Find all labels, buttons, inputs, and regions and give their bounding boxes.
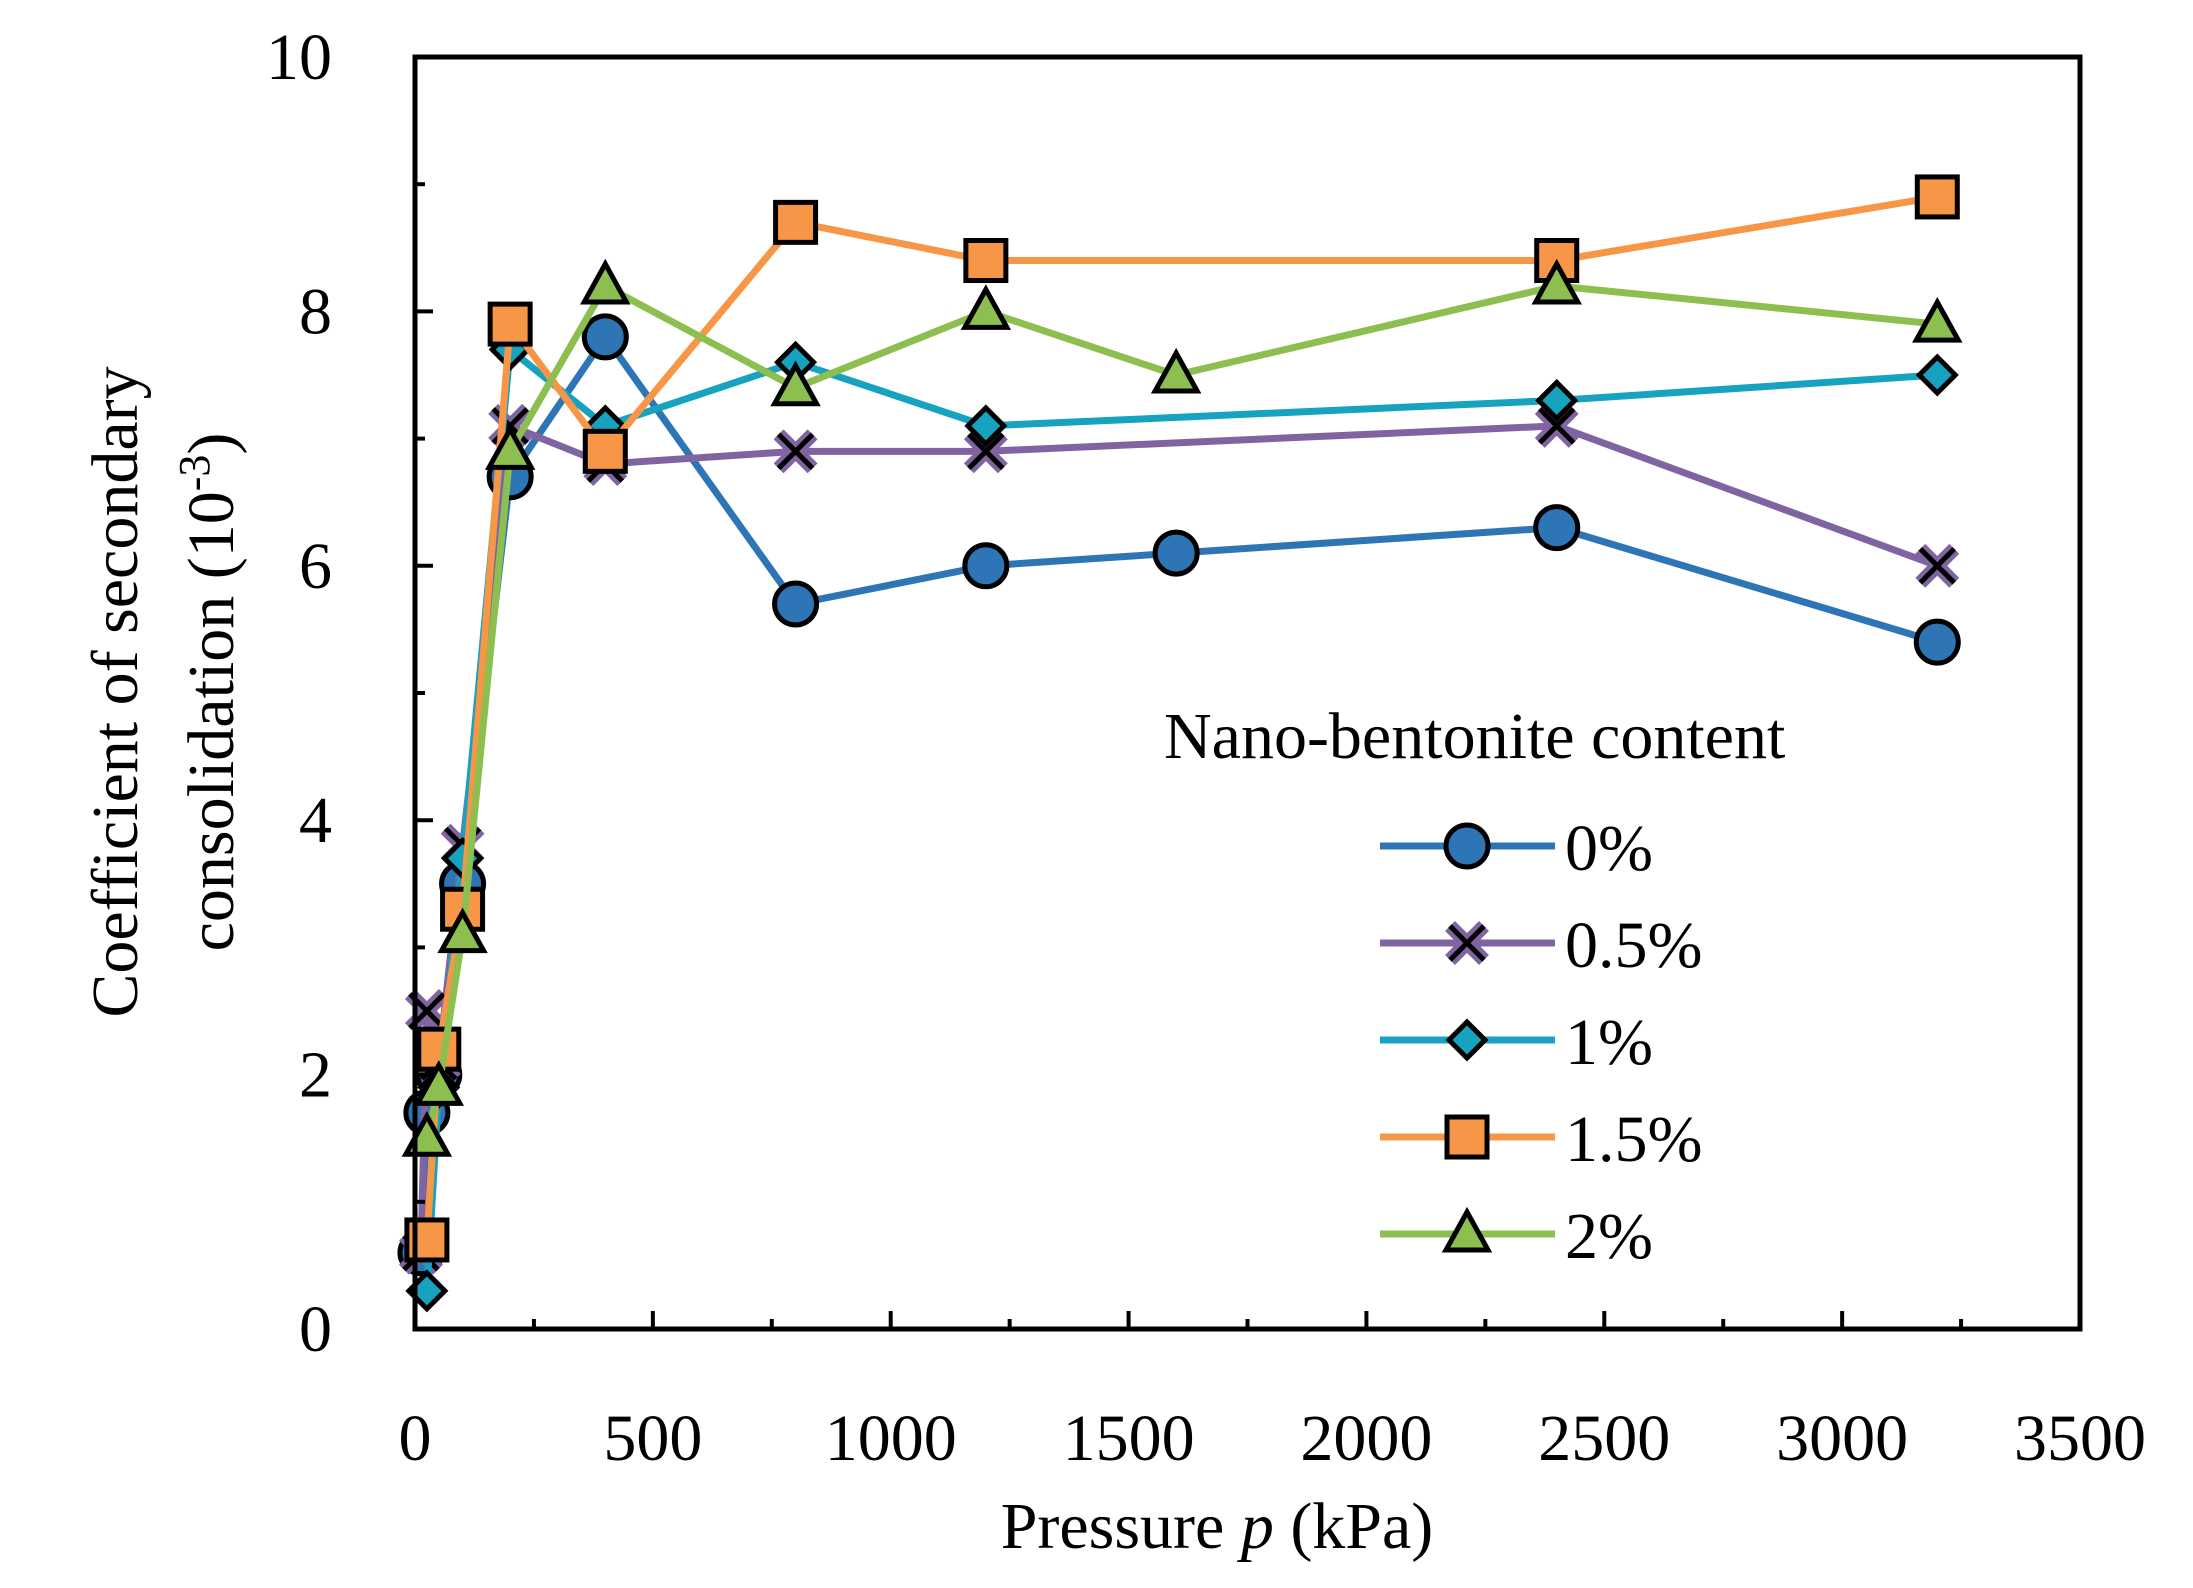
x-tick-label: 0 <box>399 1402 432 1475</box>
data-point <box>1533 504 1581 552</box>
data-point <box>1152 529 1200 577</box>
data-point <box>772 580 820 628</box>
y-tick-label: 4 <box>299 784 332 857</box>
x-tick-label: 500 <box>603 1402 702 1475</box>
legend-label: 2% <box>1565 1200 1653 1273</box>
legend-label: 0.5% <box>1565 909 1702 982</box>
data-point <box>1915 353 1959 397</box>
y-tick-label: 8 <box>299 275 332 348</box>
x-tick-label: 1000 <box>825 1402 957 1475</box>
x-tick-label: 2500 <box>1538 1402 1670 1475</box>
data-point <box>581 313 629 361</box>
x-tick-label: 3500 <box>2014 1402 2146 1475</box>
series-layer <box>397 174 1963 1313</box>
x-tick-label: 1500 <box>1063 1402 1195 1475</box>
ticks-layer: 0 500 1000 1500 2000 2500 3000 3500 0 2 4 6 8 10 <box>266 21 2146 1475</box>
data-point <box>484 424 536 470</box>
data-point <box>960 284 1012 330</box>
y-axis-label-line2: consolidation (10-3) <box>170 433 248 952</box>
x-tick-label: 2000 <box>1300 1402 1432 1475</box>
x-marker-stroke <box>776 432 815 471</box>
legend-item: 2% <box>1380 1200 1653 1273</box>
data-point <box>1912 296 1963 343</box>
legend-item: 1.5% <box>1380 1103 1702 1176</box>
y-tick-label: 0 <box>299 1293 332 1366</box>
data-point <box>773 429 818 474</box>
legend-marker <box>1443 822 1491 870</box>
data-point <box>773 199 819 245</box>
x-marker-stroke <box>967 432 1005 471</box>
data-point <box>963 238 1009 284</box>
x-marker-stroke <box>1448 924 1486 962</box>
x-tick-label: 3000 <box>1776 1402 1908 1475</box>
y-tick-label: 6 <box>299 530 332 603</box>
data-point <box>962 542 1010 590</box>
legend-item: 0.5% <box>1380 909 1702 982</box>
data-point <box>1531 258 1582 305</box>
series-4 <box>401 258 1963 1157</box>
data-point <box>1914 174 1960 220</box>
data-point <box>770 360 821 407</box>
legend-item: 1% <box>1380 1006 1653 1079</box>
x-axis-label: Pressure p (kPa) <box>1001 1490 1434 1563</box>
data-point <box>580 258 631 305</box>
x-marker-stroke <box>1537 407 1576 445</box>
data-point <box>487 301 533 347</box>
series-line <box>423 282 1938 1139</box>
data-point <box>413 1060 465 1106</box>
data-point <box>963 429 1008 474</box>
data-point <box>1535 378 1579 422</box>
data-point <box>582 428 628 474</box>
legend-marker <box>1441 1206 1493 1253</box>
data-point <box>964 404 1008 448</box>
data-point <box>1915 543 1960 588</box>
y-tick-label: 10 <box>266 21 332 94</box>
legend-label: 1.5% <box>1565 1103 1702 1176</box>
data-point <box>1534 403 1579 448</box>
legend-label: 1% <box>1565 1006 1653 1079</box>
legend-marker <box>1445 1018 1489 1062</box>
data-point <box>1150 347 1202 394</box>
legend-marker <box>1445 921 1489 965</box>
legend-title: Nano-bentonite content <box>1164 700 1785 773</box>
x-marker-stroke <box>1918 547 1957 585</box>
y-tick-label: 2 <box>299 1039 332 1112</box>
legend-label: 0% <box>1565 812 1653 885</box>
legend-item: 0% <box>1380 812 1653 885</box>
y-axis-label-line1: Coefficient of secondary <box>79 366 152 1017</box>
data-point <box>437 907 488 954</box>
data-point <box>1913 618 1961 666</box>
legend: Nano-bentonite content 0% 0.5% 1% 1.5% 2% <box>1164 700 1785 1273</box>
legend-marker <box>1444 1114 1490 1160</box>
